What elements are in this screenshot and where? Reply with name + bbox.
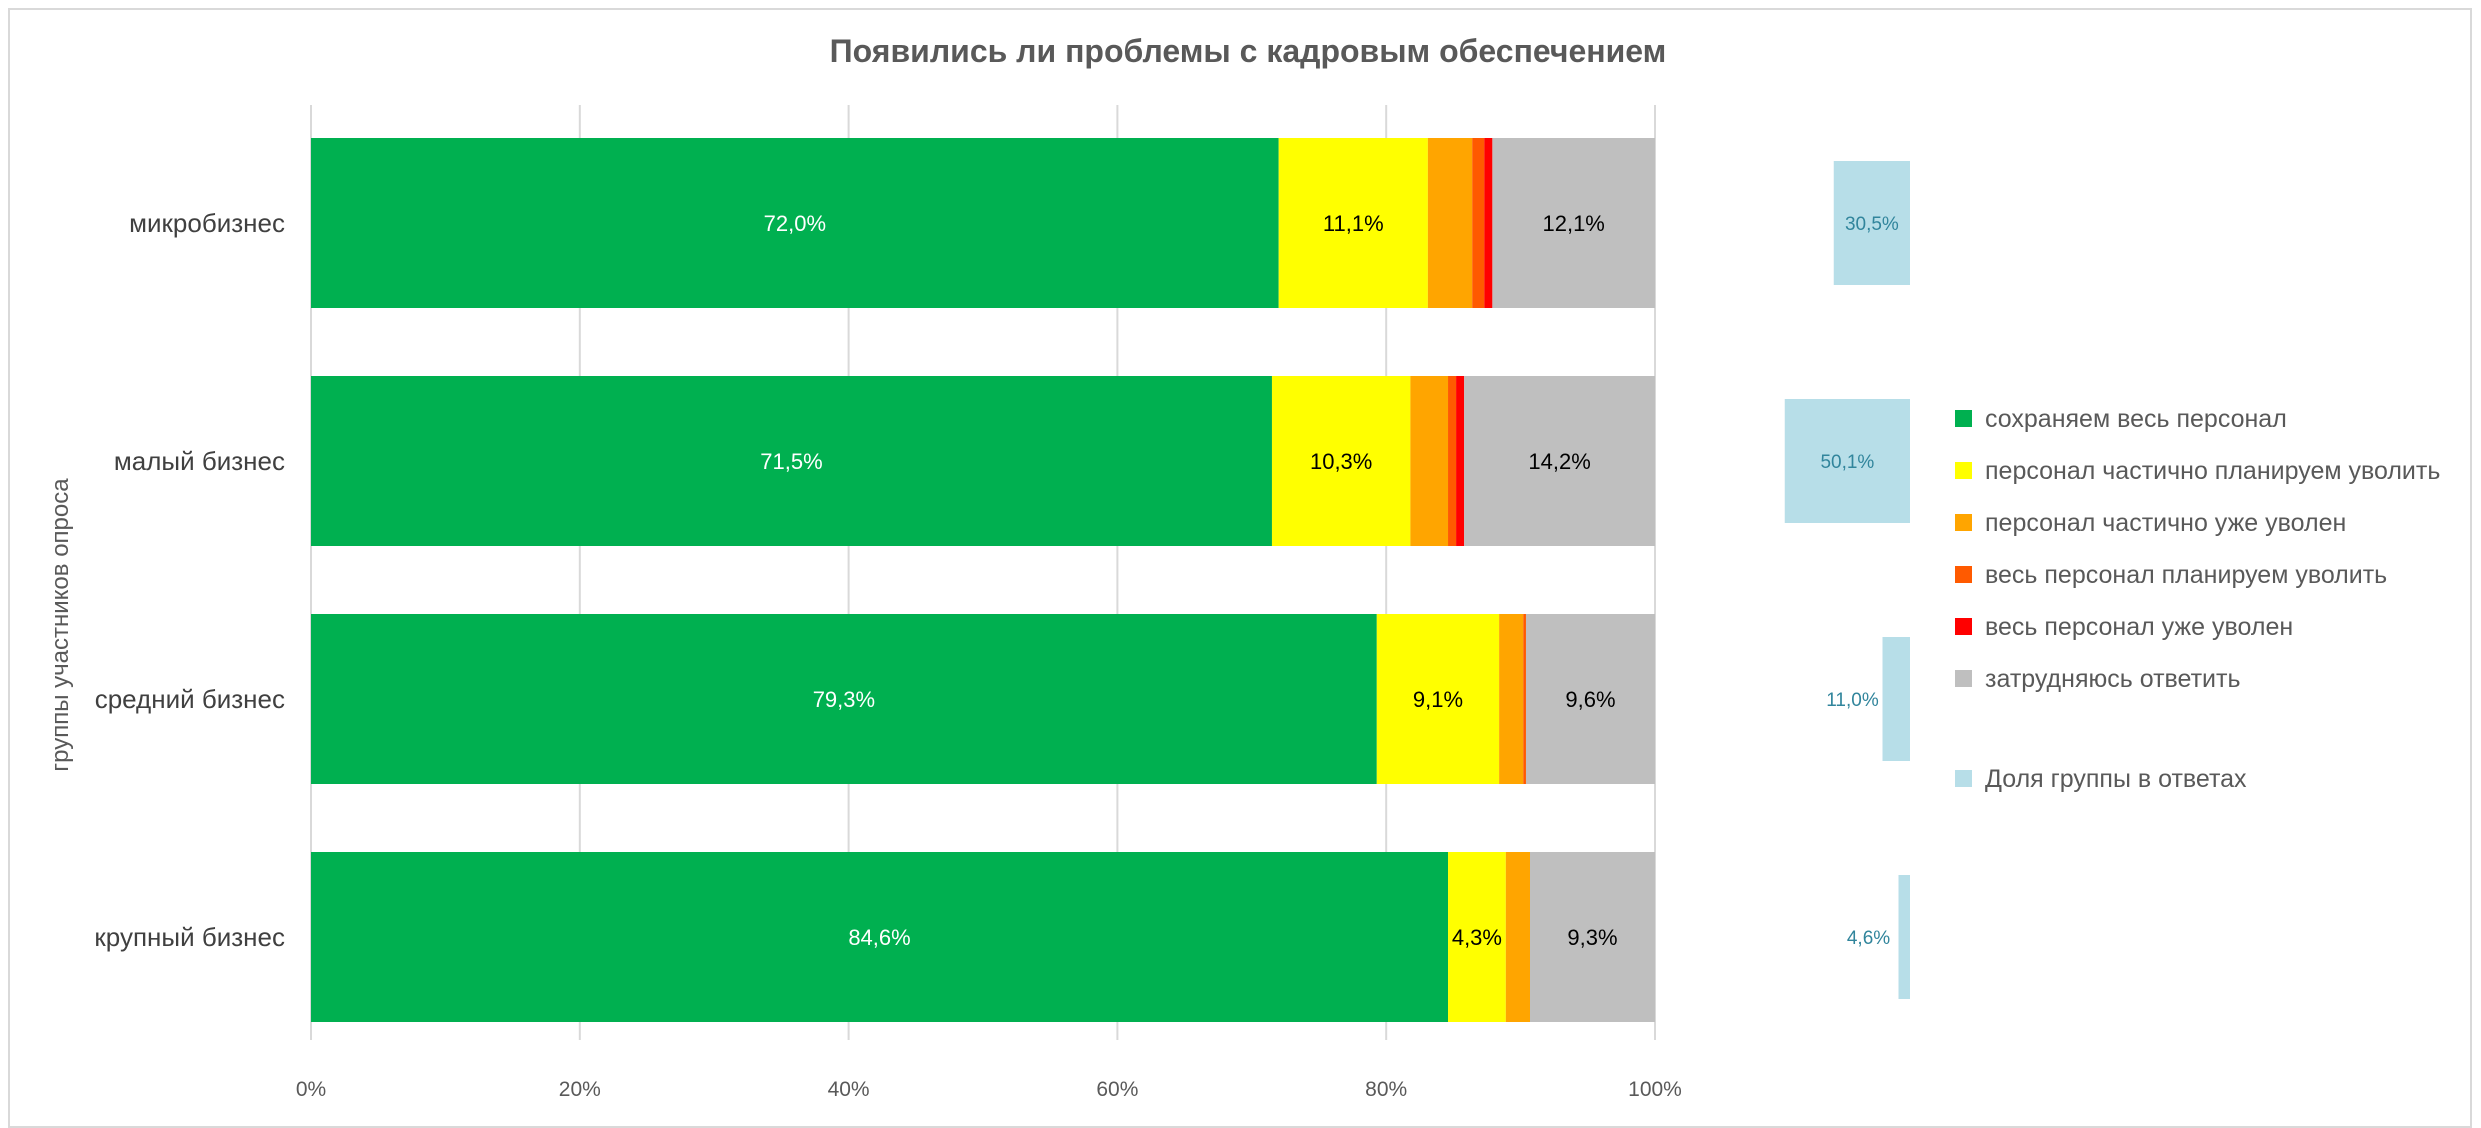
bar-segment <box>1376 614 1500 784</box>
y-category-label: крупный бизнес <box>94 922 285 952</box>
x-tick-label: 60% <box>1096 1078 1138 1101</box>
bar-segment <box>311 614 1377 784</box>
group-share-layer: 30,5% 50,1% 11,0% 4,6% <box>1784 161 1910 999</box>
data-label: 4,3% <box>1452 925 1502 950</box>
bars-layer: микробизнес 72,0% 11,1% 12,1% малый бизнес 71… <box>94 138 1655 1022</box>
legend-label: персонал частично планируем уволить <box>1985 457 2440 485</box>
group-share-bar <box>1784 399 1910 523</box>
x-tick-label: 100% <box>1628 1078 1682 1101</box>
legend-label: персонал частично уже уволен <box>1985 509 2346 537</box>
legend-label: затрудняюсь ответить <box>1985 665 2240 693</box>
data-label: 14,2% <box>1528 449 1590 474</box>
y-category-label: средний бизнес <box>95 684 285 714</box>
bar-segment <box>1523 614 1526 784</box>
group-share-label: 30,5% <box>1845 214 1899 235</box>
group-share-bar <box>1833 161 1910 285</box>
data-label: 71,5% <box>760 449 822 474</box>
bar-segment <box>311 852 1449 1022</box>
bar-segment <box>1499 614 1524 784</box>
bar-segment <box>1456 376 1465 546</box>
legend: сохраняем весь персонал персонал частично… <box>1955 405 2440 793</box>
data-label: 9,6% <box>1565 687 1615 712</box>
bar-segment <box>1448 852 1506 1022</box>
chart-title: Появились ли проблемы с кадровым обеспеч… <box>830 33 1667 69</box>
legend-swatch <box>1955 462 1972 479</box>
data-label: 72,0% <box>764 211 826 236</box>
bar-segment <box>1427 138 1473 308</box>
data-label: 9,3% <box>1567 925 1617 950</box>
bar-segment <box>1492 138 1655 308</box>
bar-segment <box>1484 138 1493 308</box>
x-tick-label: 80% <box>1365 1078 1407 1101</box>
legend-swatch <box>1955 514 1972 531</box>
data-label: 11,1% <box>1323 211 1384 236</box>
legend-label: сохраняем весь персонал <box>1985 405 2287 433</box>
group-share-label: 11,0% <box>1826 690 1879 711</box>
data-label: 10,3% <box>1310 449 1372 474</box>
x-tick-label: 40% <box>828 1078 870 1101</box>
group-share-label: 50,1% <box>1820 452 1874 473</box>
legend-label: весь персонал уже уволен <box>1985 613 2293 641</box>
legend-label: Доля группы в ответах <box>1985 765 2247 793</box>
x-tick-label: 0% <box>296 1078 326 1101</box>
bar-segment <box>1278 138 1428 308</box>
x-tick-label: 20% <box>559 1078 601 1101</box>
y-category-label: малый бизнес <box>114 446 285 476</box>
data-label: 79,3% <box>813 687 875 712</box>
bar-segment <box>1464 376 1655 546</box>
group-share-bar <box>1898 875 1910 999</box>
legend-swatch <box>1955 770 1972 787</box>
group-share-label: 4,6% <box>1847 928 1890 949</box>
y-category-label: микробизнес <box>129 208 285 238</box>
data-label: 9,1% <box>1413 687 1463 712</box>
bar-segment <box>1472 138 1485 308</box>
bar-segment <box>1271 376 1411 546</box>
group-share-bar <box>1882 637 1910 761</box>
legend-swatch <box>1955 670 1972 687</box>
bar-segment <box>311 376 1272 546</box>
bar-segment <box>1448 376 1457 546</box>
legend-swatch <box>1955 618 1972 635</box>
bar-segment <box>311 138 1279 308</box>
legend-label: весь персонал планируем уволить <box>1985 561 2387 589</box>
legend-swatch <box>1955 410 1972 427</box>
y-axis-label: группы участников опроса <box>47 478 74 772</box>
data-label: 84,6% <box>848 925 910 950</box>
legend-swatch <box>1955 566 1972 583</box>
data-label: 12,1% <box>1542 211 1604 236</box>
bar-segment <box>1525 614 1655 784</box>
bar-segment <box>1530 852 1655 1022</box>
bar-segment <box>1505 852 1531 1022</box>
bar-segment <box>1410 376 1449 546</box>
